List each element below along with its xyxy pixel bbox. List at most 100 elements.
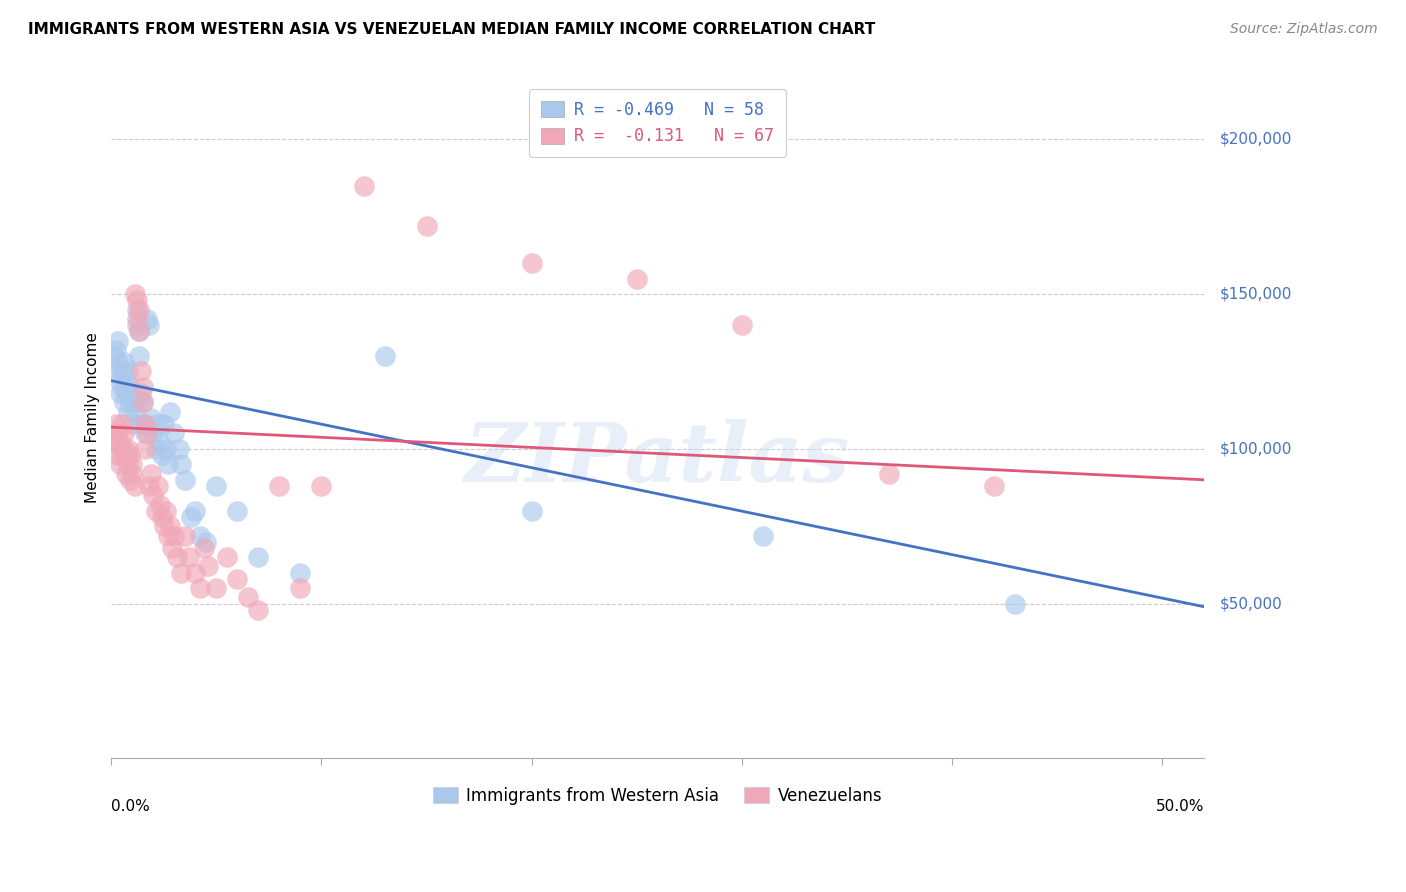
Point bbox=[108, 386, 131, 401]
Point bbox=[174, 473, 197, 487]
Point bbox=[128, 324, 150, 338]
Point bbox=[415, 219, 437, 233]
Point bbox=[163, 528, 186, 542]
Point bbox=[124, 479, 146, 493]
Point bbox=[107, 355, 129, 369]
Point bbox=[125, 293, 148, 308]
Point bbox=[180, 510, 202, 524]
Point bbox=[129, 386, 152, 401]
Point bbox=[141, 467, 163, 481]
Point bbox=[115, 374, 138, 388]
Point bbox=[149, 435, 172, 450]
Point bbox=[290, 581, 312, 595]
Point bbox=[132, 395, 155, 409]
Point bbox=[184, 566, 207, 580]
Point bbox=[128, 302, 150, 317]
Point bbox=[104, 417, 127, 431]
Point bbox=[124, 405, 146, 419]
Point bbox=[184, 504, 207, 518]
Text: $150,000: $150,000 bbox=[1220, 286, 1292, 301]
Point bbox=[112, 395, 135, 409]
Point bbox=[129, 417, 152, 431]
Point bbox=[112, 442, 135, 456]
Point bbox=[353, 178, 375, 193]
Point bbox=[115, 386, 138, 401]
Point bbox=[117, 458, 139, 472]
Point bbox=[373, 349, 395, 363]
Point bbox=[159, 405, 181, 419]
Point bbox=[188, 581, 211, 595]
Text: $100,000: $100,000 bbox=[1220, 442, 1292, 457]
Text: 50.0%: 50.0% bbox=[1156, 799, 1204, 814]
Point bbox=[226, 504, 249, 518]
Point bbox=[125, 311, 148, 326]
Text: $200,000: $200,000 bbox=[1220, 132, 1292, 147]
Point bbox=[124, 395, 146, 409]
Point bbox=[134, 426, 156, 441]
Point bbox=[134, 417, 156, 431]
Point bbox=[520, 256, 543, 270]
Point bbox=[269, 479, 291, 493]
Point bbox=[134, 442, 156, 456]
Point bbox=[120, 448, 142, 462]
Point bbox=[167, 442, 190, 456]
Point bbox=[121, 467, 143, 481]
Text: 0.0%: 0.0% bbox=[111, 799, 150, 814]
Point bbox=[162, 541, 184, 555]
Point bbox=[128, 324, 150, 338]
Point bbox=[155, 504, 177, 518]
Legend: Immigrants from Western Asia, Venezuelans: Immigrants from Western Asia, Venezuelan… bbox=[426, 780, 889, 812]
Point bbox=[170, 566, 193, 580]
Point bbox=[111, 380, 134, 394]
Point bbox=[145, 442, 167, 456]
Point bbox=[877, 467, 900, 481]
Point bbox=[103, 349, 125, 363]
Point bbox=[1004, 597, 1026, 611]
Point bbox=[153, 417, 176, 431]
Point bbox=[121, 417, 143, 431]
Point bbox=[138, 479, 160, 493]
Point bbox=[142, 488, 165, 502]
Point bbox=[197, 559, 219, 574]
Point bbox=[134, 417, 156, 431]
Point bbox=[194, 534, 217, 549]
Point bbox=[108, 458, 131, 472]
Point bbox=[120, 473, 142, 487]
Point bbox=[136, 311, 159, 326]
Point bbox=[104, 364, 127, 378]
Point bbox=[983, 479, 1005, 493]
Point bbox=[107, 448, 129, 462]
Point bbox=[236, 591, 259, 605]
Point bbox=[751, 528, 773, 542]
Point bbox=[205, 581, 228, 595]
Point bbox=[146, 479, 169, 493]
Point bbox=[117, 405, 139, 419]
Point bbox=[120, 380, 142, 394]
Point bbox=[121, 386, 143, 401]
Point bbox=[188, 528, 211, 542]
Point bbox=[129, 364, 152, 378]
Point bbox=[103, 426, 125, 441]
Point bbox=[120, 395, 142, 409]
Point bbox=[115, 467, 138, 481]
Point bbox=[141, 410, 163, 425]
Point bbox=[155, 442, 177, 456]
Point bbox=[149, 498, 172, 512]
Point bbox=[117, 364, 139, 378]
Point bbox=[520, 504, 543, 518]
Point bbox=[117, 442, 139, 456]
Point bbox=[146, 417, 169, 431]
Point bbox=[124, 287, 146, 301]
Text: $50,000: $50,000 bbox=[1220, 596, 1284, 611]
Point bbox=[193, 541, 215, 555]
Point bbox=[215, 550, 238, 565]
Point bbox=[163, 426, 186, 441]
Point bbox=[111, 417, 134, 431]
Point bbox=[132, 380, 155, 394]
Point bbox=[111, 448, 134, 462]
Point bbox=[626, 271, 648, 285]
Point bbox=[731, 318, 754, 332]
Point bbox=[226, 572, 249, 586]
Point bbox=[138, 318, 160, 332]
Point bbox=[311, 479, 333, 493]
